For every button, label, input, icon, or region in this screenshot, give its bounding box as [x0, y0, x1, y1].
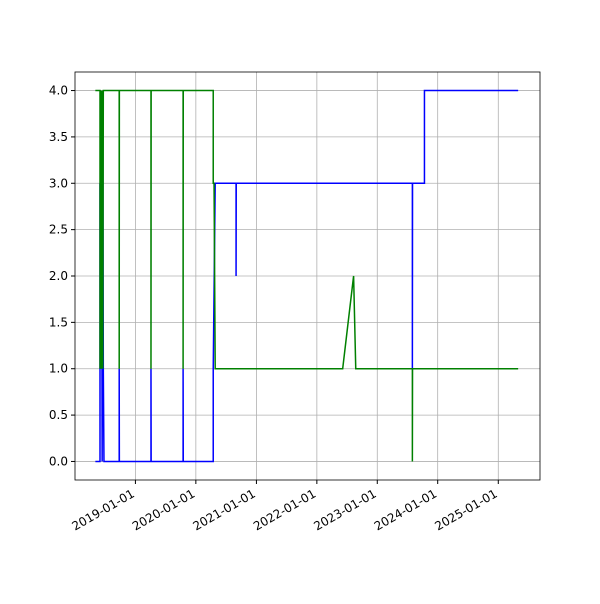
y-tick-label: 4.0	[49, 84, 68, 98]
y-tick-label: 3.0	[49, 176, 68, 190]
data-line	[95, 89, 519, 463]
x-tick-label: 2023-01-01	[311, 486, 378, 533]
data-line	[95, 89, 519, 462]
y-tick-label: 0.5	[49, 408, 68, 422]
y-tick-label: 1.0	[49, 362, 68, 376]
x-tick-label: 2024-01-01	[372, 486, 439, 533]
x-tick-label: 2020-01-01	[130, 486, 197, 533]
plot-frame	[74, 71, 541, 481]
y-tick-label: 1.5	[49, 315, 68, 329]
y-tick-label: 0.0	[49, 454, 68, 468]
x-tick-label: 2022-01-01	[251, 486, 318, 533]
y-tick-label: 3.5	[49, 130, 68, 144]
x-tick-label: 2021-01-01	[191, 486, 258, 533]
x-tick-label: 2019-01-01	[70, 486, 137, 533]
y-tick-label: 2.0	[49, 269, 68, 283]
x-tick-label: 2025-01-01	[432, 486, 499, 533]
y-tick-label: 2.5	[49, 223, 68, 237]
